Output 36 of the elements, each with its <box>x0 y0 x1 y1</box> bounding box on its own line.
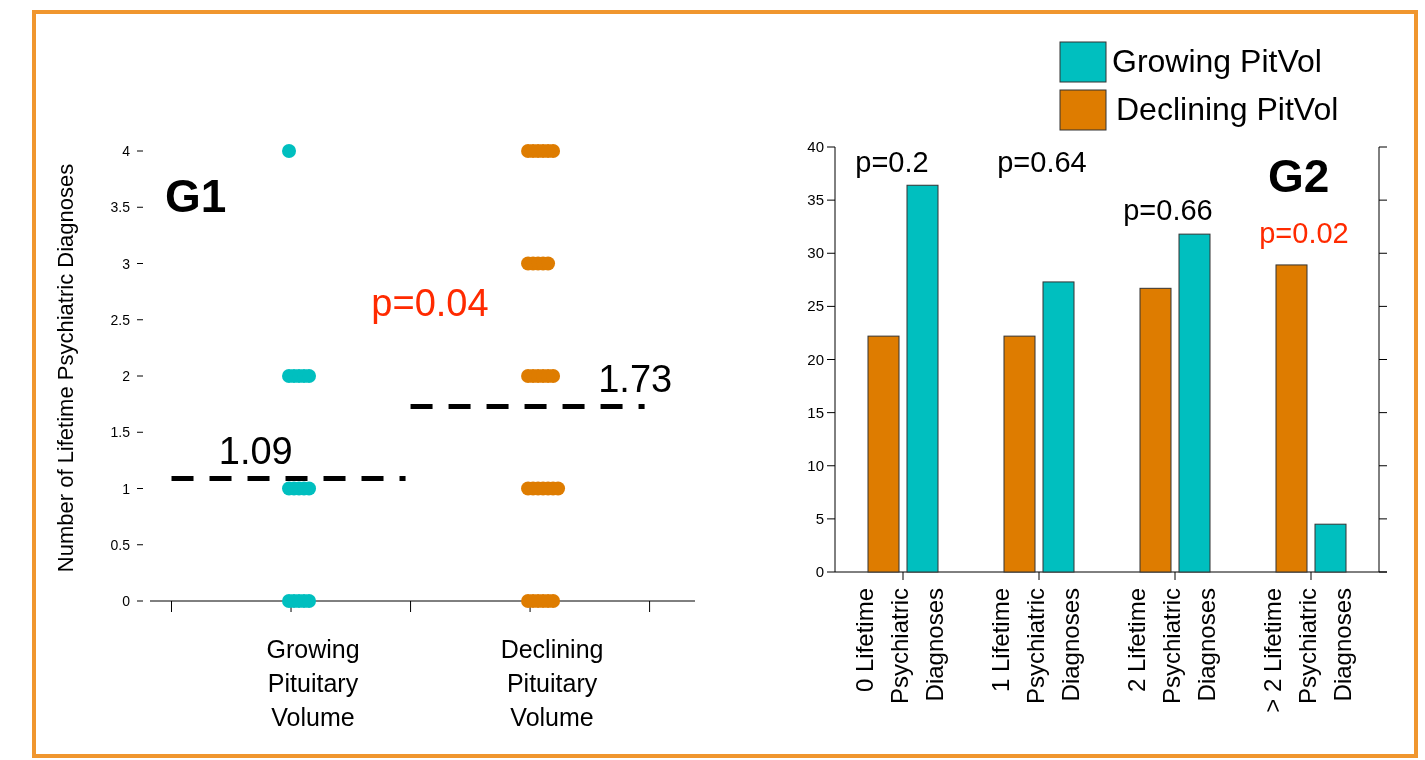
y-tick-label: 3.5 <box>110 199 131 216</box>
y-tick-label: 1 <box>122 480 131 497</box>
annotation: p=0.64 <box>997 146 1087 178</box>
y-tick-label: 15 <box>807 403 824 421</box>
y-tick-label: 10 <box>807 456 824 474</box>
y-tick-label: 4 <box>122 143 131 159</box>
y-tick-label: 2 <box>122 368 131 384</box>
y-tick-label: 0.5 <box>110 536 131 553</box>
x-tick-label: 1 Lifetime Psychiatric Diagnoses <box>987 588 1084 705</box>
y-tick-label: 2.5 <box>110 311 131 328</box>
y-tick-label: 5 <box>815 509 824 527</box>
chart-title: G1 <box>165 170 227 222</box>
y-tick-label: 0 <box>815 563 824 580</box>
x-tick-label: 0 Lifetime Psychiatric Diagnoses <box>851 588 948 705</box>
annotation: p=0.04 <box>371 282 489 324</box>
y-tick-label: 30 <box>807 244 824 262</box>
y-tick-label: 25 <box>807 297 824 315</box>
ref-line-label: 1.73 <box>598 358 673 401</box>
y-tick-label: 35 <box>807 191 824 209</box>
x-tick-label: Growing Pituitary Volume <box>266 635 360 731</box>
legend-label: Growing PitVol <box>1112 43 1322 79</box>
annotation: p=0.2 <box>855 146 929 178</box>
y-tick-label: 20 <box>807 350 824 368</box>
y-tick-label: 40 <box>807 138 824 155</box>
ref-line-label: 1.09 <box>218 430 293 473</box>
x-tick-label: 2 Lifetime Psychiatric Diagnoses <box>1123 588 1220 705</box>
y-tick-label: 3 <box>122 255 131 272</box>
annotation: p=0.02 <box>1259 217 1349 249</box>
x-tick-label: Declining Pituitary Volume <box>500 635 604 731</box>
annotation: p=0.66 <box>1123 194 1213 226</box>
y-axis-title: Number of Lifetime Psychiatric Diagnoses <box>53 163 78 573</box>
legend-label: Declining PitVol <box>1116 91 1339 127</box>
x-tick-label: > 2 Lifetime Psychiatric Diagnoses <box>1259 588 1356 713</box>
y-tick-label: 0 <box>122 593 131 609</box>
y-tick-label: 1.5 <box>110 424 131 441</box>
chart-title: G2 <box>1268 150 1330 202</box>
